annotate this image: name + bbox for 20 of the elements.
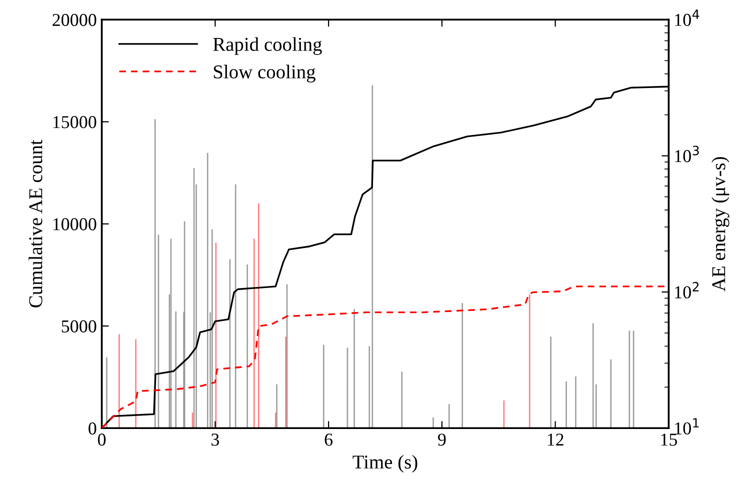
y-tick-label: 5000 <box>62 320 96 332</box>
legend-label: Rapid cooling <box>213 37 322 55</box>
y2-tick-label: 10$^{3}$ <box>675 146 699 162</box>
y2-tick-label: 10$^{4}$ <box>675 10 700 26</box>
y-axis-title: Cumulative AE count <box>28 140 42 308</box>
x-tick-label: 15 <box>661 434 678 446</box>
y-tick-label: 20000 <box>52 14 96 26</box>
y-tick-label: 10000 <box>53 218 96 230</box>
y-tick-label: 15000 <box>53 116 96 128</box>
x-tick-label: 3 <box>212 434 219 446</box>
x-axis-title: Time (s) <box>352 454 418 473</box>
y2-tick-label: 10$^{1}$ <box>675 418 699 434</box>
y2-axis-title: AE energy (μv-s) <box>712 157 730 292</box>
legend-label: Slow cooling <box>214 64 316 82</box>
x-tick-label: 9 <box>438 434 446 446</box>
y-tick-label: 0 <box>88 422 96 435</box>
x-tick-label: 0 <box>98 434 106 446</box>
y2-tick-label: 10$^{2}$ <box>675 282 699 298</box>
x-tick-label: 6 <box>324 434 333 446</box>
x-tick-label: 12 <box>548 434 564 446</box>
